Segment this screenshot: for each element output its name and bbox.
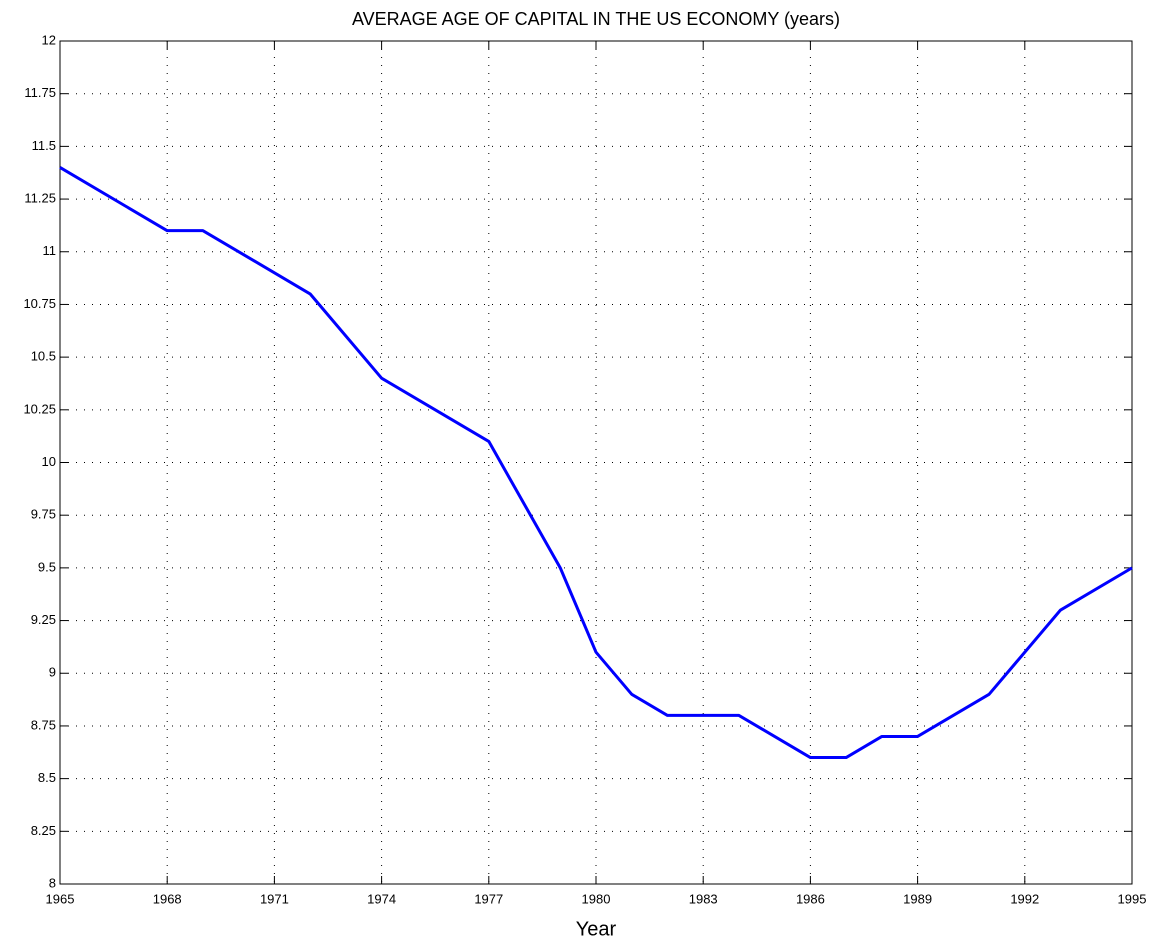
plot-frame	[59, 40, 1133, 885]
x-tick-label: 1971	[260, 891, 289, 906]
x-tick-label: 1980	[582, 891, 611, 906]
x-tick-label: 1986	[796, 891, 825, 906]
y-tick-label: 9.25	[31, 612, 56, 627]
y-tick-label: 8.5	[38, 770, 56, 785]
x-tick-label: 1974	[367, 891, 396, 906]
x-axis-label: Year	[576, 918, 617, 940]
x-tick-label: 1983	[689, 891, 718, 906]
y-tick-label: 9.5	[38, 559, 56, 574]
y-tick-label: 10.75	[23, 296, 56, 311]
y-tick-label: 10.25	[23, 401, 56, 416]
y-tick-label: 8.25	[31, 823, 56, 838]
x-tick-label: 1968	[153, 891, 182, 906]
data-line	[59, 166, 1133, 760]
y-tick-label: 11.5	[32, 138, 56, 153]
y-tick-label: 9	[49, 665, 56, 680]
x-tick-label: 1992	[1010, 891, 1039, 906]
x-tick-label: 1995	[1118, 891, 1147, 906]
chart-title: AVERAGE AGE OF CAPITAL IN THE US ECONOMY…	[352, 9, 840, 29]
y-tick-label: 12	[42, 32, 56, 47]
y-tick-label: 10	[42, 454, 56, 469]
y-tick-label: 11.25	[24, 191, 56, 206]
y-tick-label: 8	[49, 875, 56, 890]
y-tick-label: 9.75	[31, 507, 56, 522]
x-tick-label: 1965	[46, 891, 75, 906]
x-tick-label: 1977	[474, 891, 503, 906]
y-tick-label: 10.5	[31, 349, 56, 364]
x-tick-label: 1989	[903, 891, 932, 906]
y-tick-label: 11	[43, 243, 57, 258]
y-tick-label: 8.75	[31, 717, 56, 732]
y-tick-label: 11.75	[24, 85, 56, 100]
